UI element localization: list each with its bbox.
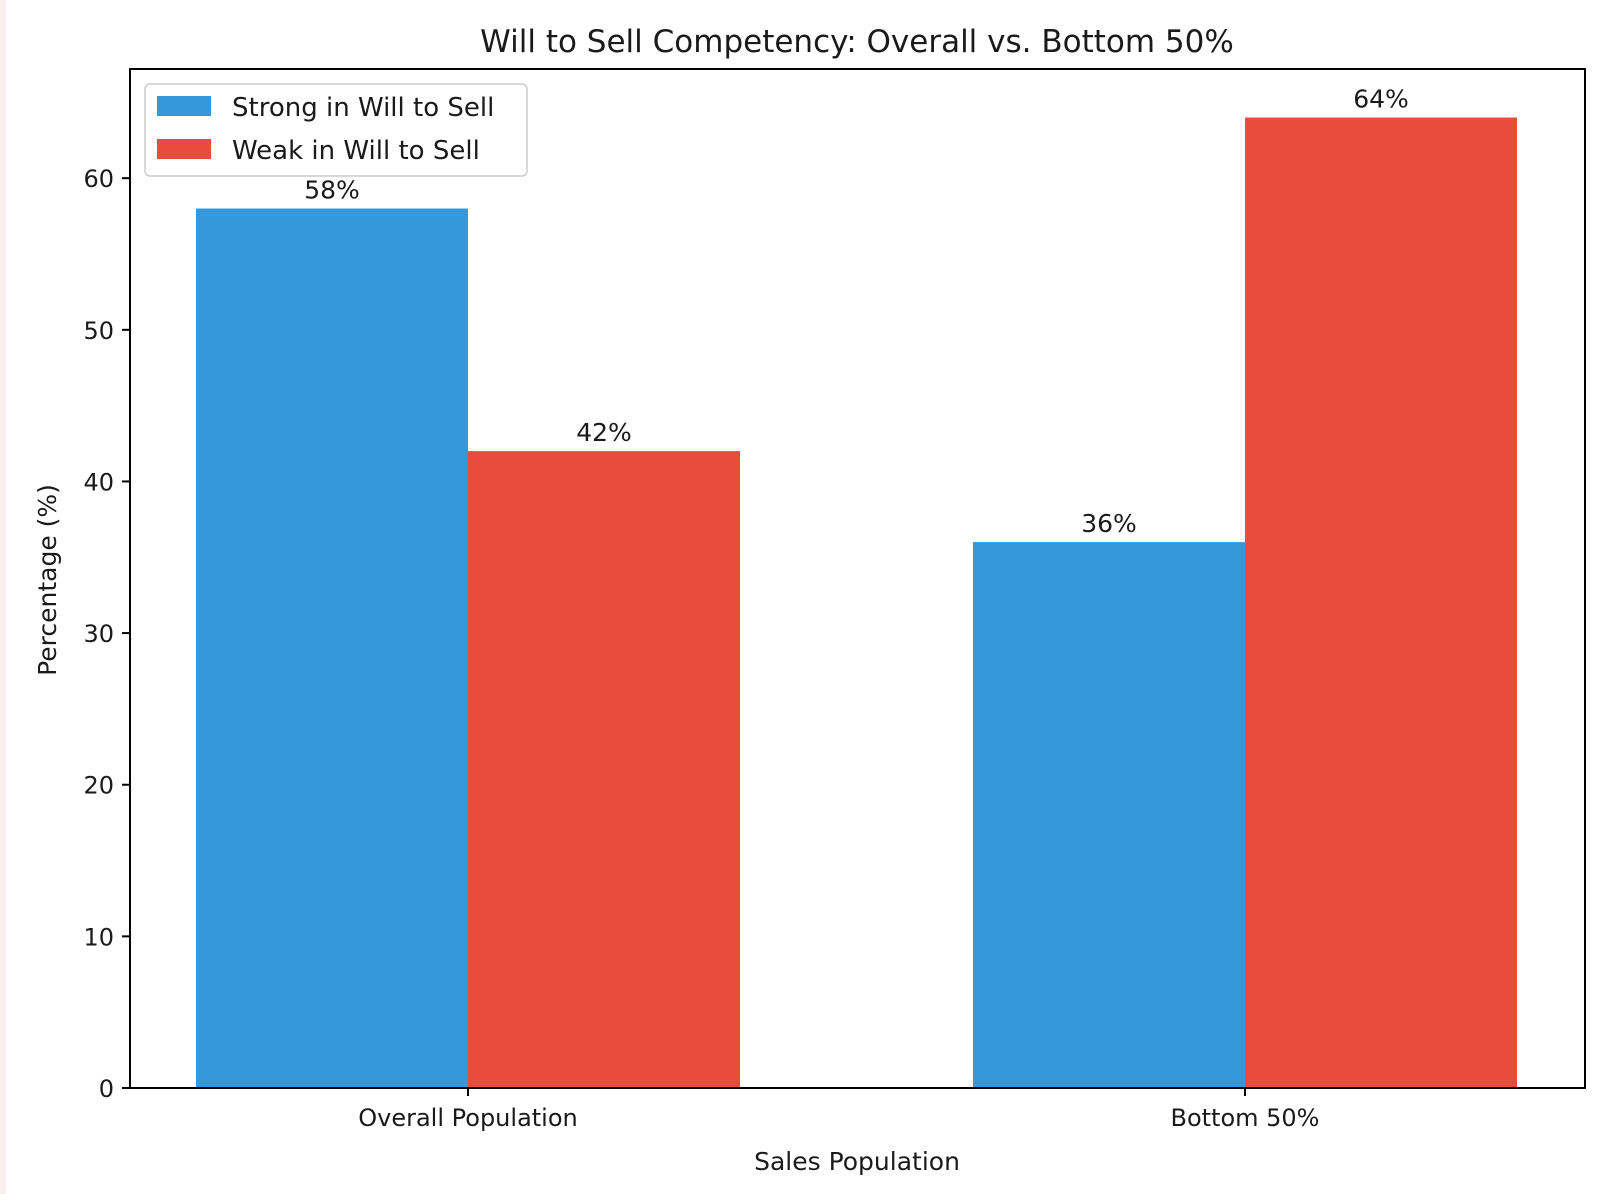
data-label-weak-in-will-to-sell-overall-population: 42% bbox=[576, 418, 632, 447]
data-label-strong-in-will-to-sell-overall-population: 58% bbox=[304, 176, 360, 205]
legend-box bbox=[144, 83, 528, 177]
legend-label-weak: Weak in Will to Sell bbox=[232, 136, 480, 166]
y-tick-label-40: 40 bbox=[83, 468, 114, 496]
x-axis: Overall Population Bottom 50% bbox=[358, 1088, 1320, 1132]
bar-weak-in-will-to-sell-bottom-50 bbox=[1245, 117, 1517, 1089]
data-label-strong-in-will-to-sell-bottom-50: 36% bbox=[1081, 509, 1137, 538]
y-tick-label-20: 20 bbox=[83, 772, 114, 800]
bar-strong-in-will-to-sell-overall-population bbox=[196, 208, 468, 1088]
page-edge bbox=[0, 0, 6, 1194]
y-tick-label-0: 0 bbox=[99, 1075, 114, 1103]
y-tick-label-60: 60 bbox=[83, 165, 114, 193]
x-tick-label-overall-population: Overall Population bbox=[358, 1104, 578, 1132]
legend-label-strong: Strong in Will to Sell bbox=[232, 93, 494, 123]
legend: Strong in Will to Sell Weak in Will to S… bbox=[144, 83, 528, 177]
data-labels-group: 58% 42% 36% 64% bbox=[304, 85, 1409, 539]
data-label-weak-in-will-to-sell-bottom-50: 64% bbox=[1353, 85, 1409, 114]
y-tick-label-30: 30 bbox=[83, 620, 114, 648]
y-tick-label-50: 50 bbox=[83, 317, 114, 345]
plot-frame bbox=[129, 68, 1586, 1089]
x-tick-label-bottom-50: Bottom 50% bbox=[1170, 1104, 1319, 1132]
bars-group bbox=[196, 117, 1517, 1089]
legend-swatch-strong bbox=[157, 96, 211, 116]
chart-title: Will to Sell Competency: Overall vs. Bot… bbox=[480, 24, 1234, 60]
y-axis-label: Percentage (%) bbox=[33, 484, 62, 676]
y-axis: 0 10 20 30 40 50 60 bbox=[83, 165, 130, 1103]
y-tick-label-10: 10 bbox=[83, 923, 114, 951]
legend-swatch-weak bbox=[157, 139, 211, 159]
bar-strong-in-will-to-sell-bottom-50 bbox=[973, 542, 1245, 1088]
x-axis-label: Sales Population bbox=[754, 1147, 960, 1176]
bar-weak-in-will-to-sell-overall-population bbox=[468, 451, 740, 1088]
